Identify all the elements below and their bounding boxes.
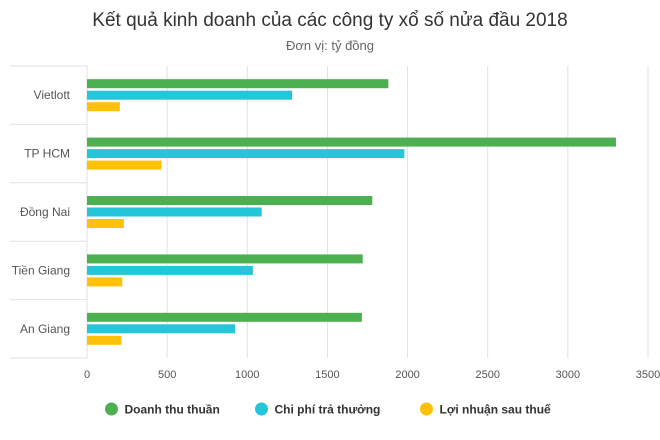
legend-label: Doanh thu thuần xyxy=(125,403,220,417)
legend-marker xyxy=(105,402,118,416)
bar-1-1[interactable] xyxy=(87,149,405,159)
x-tick-label: 1000 xyxy=(235,369,259,381)
x-tick-label: 500 xyxy=(158,369,176,381)
x-tick-label: 3500 xyxy=(636,369,660,381)
x-tick-label: 1500 xyxy=(315,369,339,381)
category-label: An Giang xyxy=(20,322,70,336)
legend-label: Chi phí trả thưởng xyxy=(275,403,381,417)
bars xyxy=(87,79,616,345)
bar-0-2[interactable] xyxy=(87,102,120,112)
x-tick-label: 0 xyxy=(84,369,90,381)
category-label: Vietlott xyxy=(34,88,71,102)
bar-1-0[interactable] xyxy=(87,137,616,147)
grid-lines xyxy=(10,65,649,359)
category-labels: Vietlott TP HCM Đồng Nai Tiền Giang An Giang xyxy=(12,88,71,336)
bar-0-1[interactable] xyxy=(87,90,293,100)
x-tick-label: 2500 xyxy=(475,369,499,381)
chart-subtitle: Đơn vị: tỷ đồng xyxy=(286,38,374,53)
legend[interactable]: Doanh thu thuần Chi phí trả thưởng Lợi nhu… xyxy=(105,402,552,417)
x-tick-label: 2000 xyxy=(395,369,419,381)
chart-title: Kết quả kinh doanh của các công ty xổ số… xyxy=(92,10,567,31)
legend-label: Lợi nhuận sau thuế xyxy=(440,403,552,417)
category-label: Tiền Giang xyxy=(12,263,70,277)
bar-2-0[interactable] xyxy=(87,196,373,205)
bar-2-2[interactable] xyxy=(87,219,124,228)
legend-marker xyxy=(420,402,433,416)
bar-4-0[interactable] xyxy=(87,312,362,322)
bar-4-1[interactable] xyxy=(87,324,236,334)
bar-3-0[interactable] xyxy=(87,254,363,264)
x-tick-label: 3000 xyxy=(556,369,580,381)
legend-item[interactable]: Lợi nhuận sau thuế xyxy=(420,402,552,417)
bar-4-2[interactable] xyxy=(87,335,122,345)
category-label: TP HCM xyxy=(24,147,70,161)
x-axis-ticks: 0 500 1000 1500 2000 2500 3000 3500 xyxy=(84,369,660,381)
bar-0-0[interactable] xyxy=(87,79,389,89)
bar-3-1[interactable] xyxy=(87,265,253,275)
bar-1-2[interactable] xyxy=(87,160,162,170)
legend-marker xyxy=(255,402,268,416)
bar-2-1[interactable] xyxy=(87,207,262,217)
bar-3-2[interactable] xyxy=(87,277,123,287)
category-label: Đồng Nai xyxy=(20,205,70,219)
legend-item[interactable]: Doanh thu thuần xyxy=(105,402,220,417)
legend-item[interactable]: Chi phí trả thưởng xyxy=(255,402,381,417)
